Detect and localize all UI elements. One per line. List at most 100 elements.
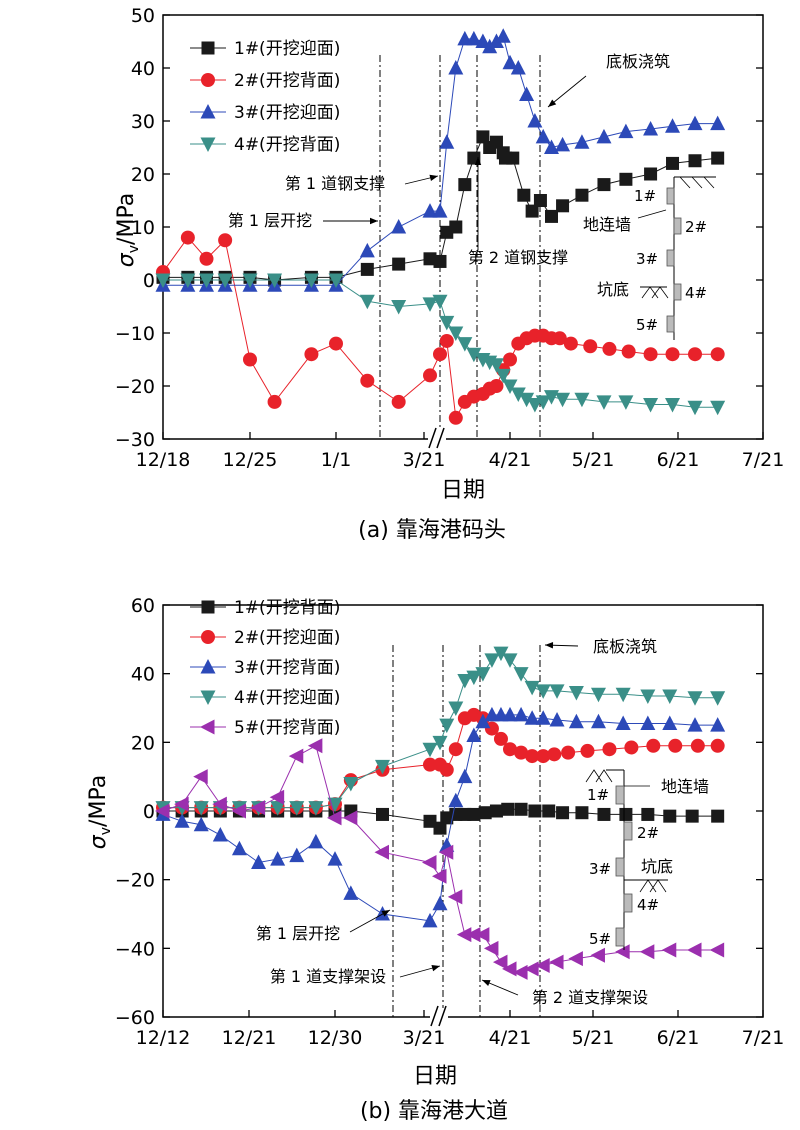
data-point <box>519 392 535 408</box>
data-point <box>575 188 589 202</box>
data-point <box>596 128 612 144</box>
data-point <box>552 331 567 346</box>
data-point <box>155 803 170 819</box>
y-tick-label: −20 <box>115 870 155 892</box>
data-point <box>643 347 658 362</box>
data-point <box>242 273 258 288</box>
data-point <box>433 821 447 835</box>
inset-label-3: 3# <box>636 250 658 268</box>
data-point <box>710 115 726 131</box>
data-point <box>457 337 473 352</box>
data-point <box>489 379 504 393</box>
data-point <box>328 273 344 288</box>
legend-item-4: 4#(开挖背面) <box>190 135 340 155</box>
data-point <box>359 294 375 310</box>
data-point <box>665 347 680 362</box>
data-point <box>662 689 678 704</box>
data-point <box>360 262 374 276</box>
data-point <box>303 273 319 288</box>
data-point <box>327 797 343 813</box>
data-point <box>478 806 492 820</box>
data-point <box>687 115 703 131</box>
y-tick-label: 30 <box>131 111 155 133</box>
data-point <box>542 804 556 818</box>
data-point <box>308 833 324 849</box>
data-point <box>688 154 702 168</box>
data-point <box>510 60 526 75</box>
caption-b: (b) 靠海港大道 <box>360 1099 508 1124</box>
x-axis-title-a: 日期 <box>441 478 485 503</box>
legend-item-2: 2#(开挖迎面) <box>190 628 340 648</box>
annotation-label: 底板浇筑 <box>606 52 670 71</box>
data-point <box>391 394 406 409</box>
data-point <box>466 347 482 363</box>
data-point <box>307 738 323 754</box>
annotation-arrowhead <box>381 910 390 917</box>
y-tick-label: 20 <box>131 732 155 754</box>
data-point <box>615 715 631 730</box>
data-point <box>563 336 578 351</box>
annotation-arrow <box>547 75 587 108</box>
data-point <box>544 139 559 154</box>
data-point <box>535 128 551 144</box>
legend-item-2: 2#(开挖背面) <box>190 71 340 91</box>
y-tick-label: 0 <box>143 801 155 823</box>
x-tick-label: 4/21 <box>489 449 532 471</box>
data-point <box>687 942 702 958</box>
data-point <box>439 315 455 331</box>
inset-b-wall-label: 地连墙 <box>661 777 709 796</box>
data-point <box>525 749 540 764</box>
data-point <box>510 387 526 402</box>
annotation-arrowhead <box>482 980 491 987</box>
data-point <box>690 738 705 753</box>
data-point <box>710 400 726 416</box>
data-point <box>619 807 633 821</box>
data-point <box>488 33 504 48</box>
inset-b-label-3: 3# <box>589 860 611 878</box>
annotation-arrowhead <box>545 642 554 649</box>
legend-item-5: 5#(开挖背面) <box>190 718 340 738</box>
data-point <box>687 400 703 416</box>
data-point <box>180 230 195 245</box>
x-tick-label: 5/21 <box>572 1027 615 1049</box>
y-tick-label: 0 <box>143 270 155 292</box>
data-point <box>376 807 389 821</box>
data-point <box>489 135 503 149</box>
data-point <box>475 667 491 682</box>
legend-label: 1#(开挖迎面) <box>234 39 340 59</box>
data-point <box>447 889 463 905</box>
annotation-arrowhead <box>429 174 438 181</box>
annotation-arrowhead <box>431 965 440 972</box>
data-point <box>709 942 725 958</box>
data-point <box>643 120 659 136</box>
data-point <box>467 807 481 821</box>
data-point <box>449 220 463 234</box>
x-tick-label: 6/21 <box>657 449 700 471</box>
series-2 <box>156 230 725 425</box>
data-point <box>615 687 631 703</box>
data-point <box>438 844 454 860</box>
data-point <box>575 806 589 820</box>
annotation-label: 第 1 层开挖 <box>256 924 340 943</box>
data-point <box>327 851 343 866</box>
data-point <box>193 816 209 832</box>
inset-diagram-b: 1# 2# 3# 4# 5# 地连墙 坑底 <box>585 769 709 950</box>
annotation-arrowhead <box>474 157 482 165</box>
data-point <box>218 233 233 248</box>
data-point <box>488 358 504 373</box>
data-point <box>639 944 655 960</box>
y-tick-label: −30 <box>115 429 155 451</box>
data-point <box>231 803 246 819</box>
data-point <box>596 395 612 410</box>
series-3 <box>155 706 726 928</box>
inset-label-4: 4# <box>685 284 707 302</box>
inset-wall-label: 地连墙 <box>583 215 631 234</box>
y-tick-label: 40 <box>131 58 155 80</box>
data-point <box>646 738 661 753</box>
data-point <box>666 156 680 170</box>
data-point <box>710 738 725 753</box>
x-tick-label: 12/21 <box>222 1027 277 1049</box>
y-tick-label: 20 <box>131 164 155 186</box>
legend-marker <box>200 719 215 735</box>
